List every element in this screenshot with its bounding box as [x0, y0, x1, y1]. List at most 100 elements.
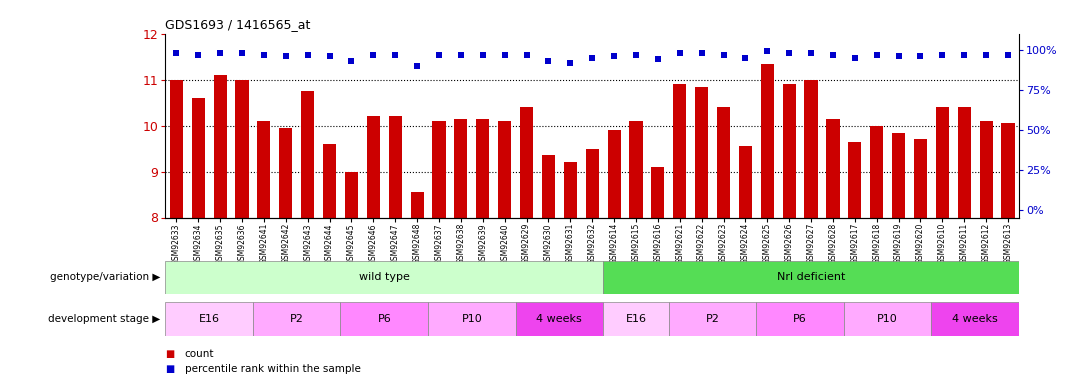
Bar [958, 107, 971, 218]
Text: P2: P2 [705, 314, 719, 324]
Bar [586, 148, 599, 217]
Bar [914, 140, 927, 218]
Bar [301, 91, 314, 218]
Bar [213, 75, 226, 217]
Text: P10: P10 [461, 314, 482, 324]
Text: 4 weeks: 4 weeks [953, 314, 998, 324]
Bar [695, 87, 708, 218]
Point [409, 63, 426, 69]
Text: P10: P10 [877, 314, 898, 324]
Point [540, 58, 557, 64]
Bar [761, 64, 774, 217]
Bar [931, 302, 1019, 336]
Bar [936, 107, 949, 218]
Text: ■: ■ [165, 364, 175, 374]
Bar [455, 119, 467, 218]
Text: count: count [185, 350, 214, 359]
Point [606, 53, 623, 59]
Point [584, 55, 601, 61]
Point [934, 51, 951, 57]
Text: E16: E16 [198, 314, 220, 324]
Bar [980, 121, 992, 218]
Bar [563, 162, 577, 218]
Bar [603, 302, 669, 336]
Bar [192, 98, 205, 218]
Text: wild type: wild type [359, 273, 410, 282]
Bar [432, 121, 446, 218]
Point [825, 51, 842, 57]
Bar [253, 302, 340, 336]
Point [890, 53, 907, 59]
Text: P6: P6 [378, 314, 392, 324]
Point [190, 51, 207, 57]
Text: P6: P6 [793, 314, 807, 324]
Bar [603, 261, 1019, 294]
Point [912, 53, 929, 59]
Point [430, 51, 447, 57]
Point [846, 55, 863, 61]
Point [234, 50, 251, 56]
Point [627, 51, 644, 57]
Text: Nrl deficient: Nrl deficient [777, 273, 845, 282]
Bar [515, 302, 603, 336]
Bar [165, 302, 253, 336]
Point [737, 55, 754, 61]
Bar [757, 302, 844, 336]
Point [977, 51, 994, 57]
Point [694, 50, 711, 56]
Point [168, 50, 185, 56]
Point [474, 51, 491, 57]
Point [517, 51, 535, 57]
Bar [236, 80, 249, 218]
Bar [340, 302, 428, 336]
Bar [1002, 123, 1015, 218]
Bar [498, 121, 511, 218]
Text: percentile rank within the sample: percentile rank within the sample [185, 364, 361, 374]
Bar [280, 128, 292, 218]
Bar [428, 302, 515, 336]
Point [956, 51, 973, 57]
Bar [388, 117, 402, 218]
Bar [844, 302, 931, 336]
Bar [848, 142, 861, 218]
Bar [630, 121, 642, 218]
Point [386, 51, 403, 57]
Text: genotype/variation ▶: genotype/variation ▶ [50, 273, 160, 282]
Bar [892, 132, 905, 218]
Bar [520, 107, 534, 218]
Point [255, 51, 272, 57]
Point [277, 53, 294, 59]
Bar [345, 172, 359, 217]
Point [715, 51, 732, 57]
Bar [542, 156, 555, 218]
Bar [669, 302, 757, 336]
Bar [476, 119, 490, 218]
Point [561, 60, 578, 66]
Bar [717, 107, 730, 218]
Point [1000, 51, 1017, 57]
Bar [871, 126, 883, 218]
Text: 4 weeks: 4 weeks [537, 314, 583, 324]
Point [343, 58, 360, 64]
Point [671, 50, 688, 56]
Point [781, 50, 798, 56]
Text: GDS1693 / 1416565_at: GDS1693 / 1416565_at [165, 18, 310, 31]
Bar [367, 117, 380, 218]
Text: development stage ▶: development stage ▶ [48, 314, 160, 324]
Point [650, 56, 667, 62]
Point [869, 51, 886, 57]
Text: ■: ■ [165, 350, 175, 359]
Point [802, 50, 819, 56]
Bar [323, 144, 336, 218]
Point [321, 53, 338, 59]
Point [496, 51, 513, 57]
Bar [411, 192, 424, 217]
Bar [165, 261, 603, 294]
Bar [607, 130, 621, 218]
Point [299, 51, 316, 57]
Point [365, 51, 382, 57]
Point [452, 51, 469, 57]
Text: P2: P2 [290, 314, 304, 324]
Bar [826, 119, 840, 218]
Bar [257, 121, 270, 218]
